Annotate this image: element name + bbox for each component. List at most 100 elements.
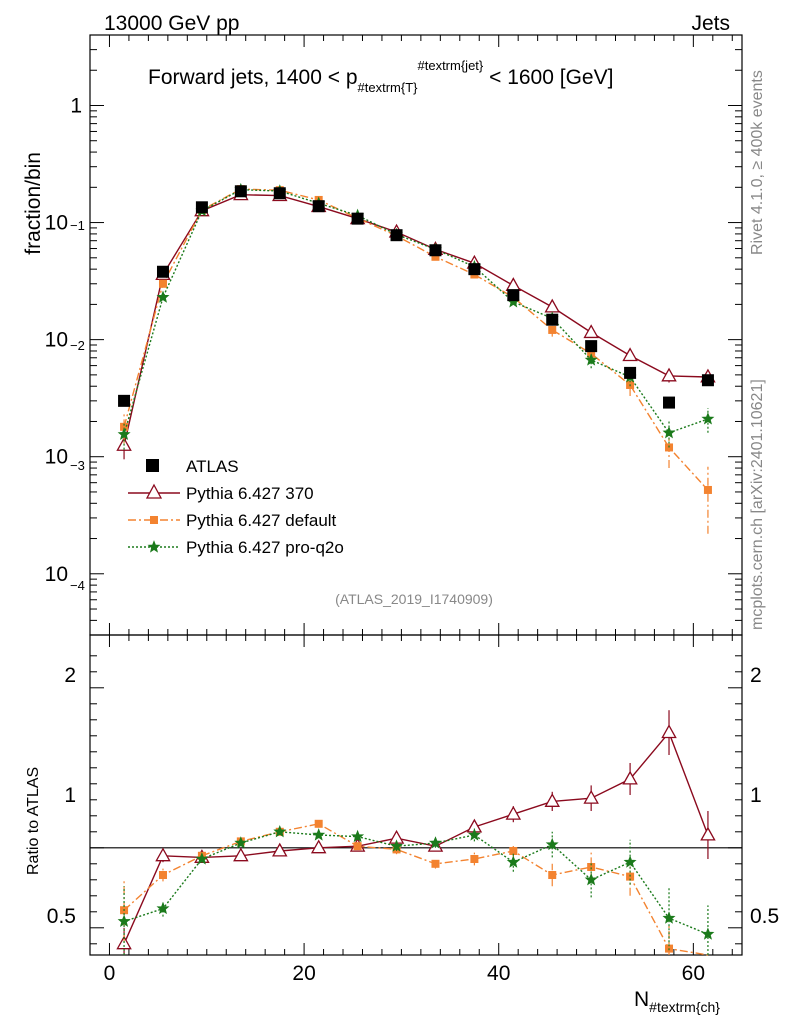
data-point <box>505 277 522 292</box>
series-line <box>123 188 709 435</box>
ratio-point <box>314 819 323 828</box>
atlas-data-point <box>312 200 325 213</box>
data-point <box>583 324 599 339</box>
ratio-point <box>623 855 637 868</box>
ratio-tick-label: 2 <box>64 664 76 687</box>
x-tick-labels: 0 20 40 60 <box>104 962 705 985</box>
y-axis-title: fraction/bin <box>22 152 45 255</box>
ratio-series-line <box>123 823 709 956</box>
ratio-point <box>351 829 365 843</box>
ratio-point <box>390 839 403 852</box>
ratio-point <box>155 847 171 862</box>
ratio-point <box>312 828 326 841</box>
ratio-tick-label-right: 2 <box>750 664 762 687</box>
ratio-point <box>272 842 288 857</box>
legend-label-proq2o: Pythia 6.427 pro-q2o <box>186 538 344 557</box>
data-point <box>120 422 129 431</box>
atlas-data-point <box>468 263 481 276</box>
chart-title: Forward jets, 1400 < p#textrm{T}#textrm{… <box>148 58 613 95</box>
legend-marker-370 <box>145 483 163 499</box>
ratio-point <box>156 901 170 915</box>
x-tick-label: 20 <box>292 962 315 985</box>
mcplots-label: mcplots.cern.ch [arXiv:2401.10621] <box>749 379 766 630</box>
ratio-point <box>310 839 327 854</box>
y-tick-labels: 1 10 −1 10 −2 10 −3 10 −4 <box>45 94 85 593</box>
data-point <box>703 485 712 494</box>
ratio-point <box>505 805 522 820</box>
ratio-point <box>661 724 677 739</box>
ratio-point <box>583 789 599 804</box>
ratio-series-line <box>123 731 709 945</box>
atlas-data-point <box>663 396 676 409</box>
legend-marker-default <box>150 516 158 524</box>
series-line <box>123 188 709 491</box>
atlas-data-point <box>585 340 598 353</box>
ratio-point <box>700 826 716 841</box>
data-point <box>701 412 715 425</box>
ratio-point <box>158 871 167 879</box>
atlas-data-point <box>429 244 442 257</box>
legend-label-370: Pythia 6.427 370 <box>186 484 314 503</box>
atlas-data-point <box>701 374 714 387</box>
ratio-point <box>234 836 248 849</box>
data-point <box>431 252 440 261</box>
legend-marker-atlas <box>146 459 159 472</box>
legend-marker-proq2o <box>147 540 161 553</box>
ratio-point <box>622 770 638 785</box>
ratio-point <box>117 914 131 927</box>
y-tick-exponent: −3 <box>70 458 85 473</box>
data-point <box>548 325 557 334</box>
ratio-point <box>353 842 362 851</box>
data-point <box>584 353 598 366</box>
ratio-point <box>273 824 287 838</box>
y-tick-exponent: −2 <box>70 338 85 353</box>
x-tick-label: 40 <box>487 962 510 985</box>
ratio-tick-labels: 0.5 1 2 0.5 1 2 <box>47 664 779 928</box>
atlas-data-point <box>624 366 637 379</box>
atlas-data-point <box>273 187 286 200</box>
ratio-point <box>548 871 557 879</box>
ratio-point <box>470 855 479 863</box>
rivet-label: Rivet 4.1.0, ≥ 400k events <box>749 70 766 255</box>
ratio-point <box>701 927 715 940</box>
ratio-panel-frame <box>89 634 743 956</box>
ratio-series-layer <box>116 710 716 956</box>
ratio-tick-label: 1 <box>64 784 76 807</box>
ratio-point <box>584 872 598 886</box>
y-tick-label: 10 <box>45 446 68 469</box>
ratio-point <box>509 847 518 855</box>
ratio-point <box>431 859 440 868</box>
data-point <box>156 290 170 303</box>
atlas-data-point <box>390 229 403 242</box>
atlas-data-point <box>507 289 520 302</box>
y-tick-label: 10 <box>45 329 68 352</box>
header-energy-label: 13000 GeV pp <box>104 12 239 35</box>
y-tick-label: 1 <box>70 94 82 117</box>
ratio-axis-title: Ratio to ATLAS <box>25 767 42 875</box>
ratio-point <box>233 847 249 862</box>
legend-label-default: Pythia 6.427 default <box>186 511 337 530</box>
atlas-data-point <box>351 212 364 225</box>
ratio-point <box>506 855 520 868</box>
ratio-tick-label-right: 1 <box>750 784 762 807</box>
data-point <box>158 279 167 288</box>
atlas-data-point <box>195 201 208 214</box>
atlas-data-point <box>156 265 169 278</box>
data-point <box>661 367 677 382</box>
ratio-tick-label: 0.5 <box>47 905 76 928</box>
ratio-series-line <box>123 831 709 935</box>
data-point <box>622 347 638 362</box>
x-axis-ticks <box>108 35 733 955</box>
ratio-point <box>195 852 209 865</box>
data-point <box>662 425 676 439</box>
y-tick-exponent: −1 <box>70 218 85 233</box>
y-tick-label: 10 <box>45 563 68 586</box>
data-point <box>117 427 131 440</box>
analysis-watermark: (ATLAS_2019_I1740909) <box>335 591 493 607</box>
y-axis-ticks <box>90 34 742 636</box>
y-tick-label: 10 <box>45 212 68 235</box>
ratio-point <box>544 793 560 807</box>
x-axis-title: N#textrm{ch} <box>634 988 720 1015</box>
series-line <box>123 193 708 446</box>
